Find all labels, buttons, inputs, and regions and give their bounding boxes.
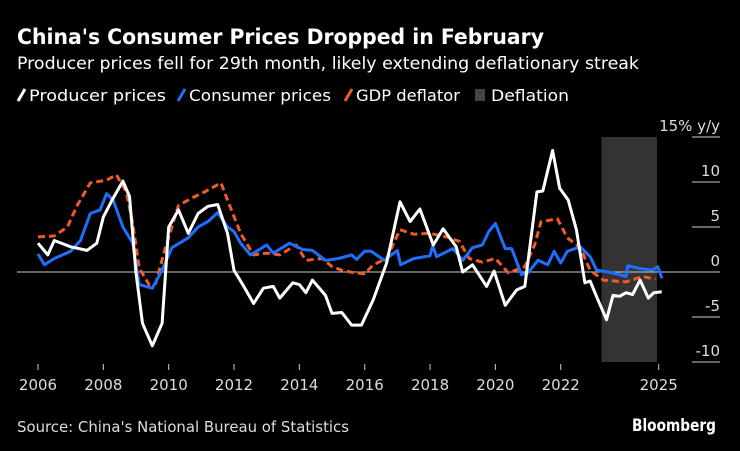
x-tick-label: 2008	[84, 376, 122, 394]
legend-swatch-consumer	[176, 88, 187, 102]
legend-label-consumer: Consumer prices	[189, 86, 331, 105]
chart-title: China's Consumer Prices Dropped in Febru…	[17, 25, 544, 49]
x-tick-label: 2025	[640, 376, 678, 394]
x-tick-label: 2012	[215, 376, 253, 394]
series-line-consumer-prices	[36, 192, 664, 290]
series-line-producer-prices	[36, 149, 662, 348]
deflation-region	[601, 137, 658, 362]
series-lines	[36, 149, 664, 348]
x-tick-label: 2018	[411, 376, 449, 394]
legend-swatch-producer	[16, 88, 27, 102]
x-tick-label: 2020	[476, 376, 514, 394]
y-tick-label: -10	[696, 342, 721, 360]
y-axis: 15% y/y 10 5 0 -5 -10	[17, 117, 721, 363]
x-tick-label: 2022	[542, 376, 580, 394]
y-tick-label: -5	[705, 297, 720, 315]
x-tick-label: 2016	[346, 376, 384, 394]
legend-label-gdp: GDP deflator	[356, 86, 460, 105]
y-tick-label: 15% y/y	[659, 117, 720, 135]
x-tick-label: 2014	[280, 376, 318, 394]
series-line-gdp-deflator	[37, 173, 656, 287]
chart-subtitle: Producer prices fell for 29th month, lik…	[17, 54, 639, 74]
legend-swatch-deflation	[475, 89, 485, 101]
legend-label-deflation: Deflation	[491, 86, 569, 105]
y-tick-label: 10	[701, 162, 720, 180]
legend-label-producer: Producer prices	[29, 86, 166, 105]
y-tick-label: 0	[710, 252, 720, 270]
deflation-regions	[601, 137, 658, 362]
bloomberg-logo: Bloomberg	[632, 416, 716, 436]
x-tick-label: 2006	[19, 376, 57, 394]
y-tick-label: 5	[710, 207, 720, 225]
legend: Producer prices Consumer prices GDP defl…	[16, 86, 569, 105]
legend-swatch-gdp	[343, 88, 354, 102]
source-note: Source: China's National Bureau of Stati…	[17, 418, 349, 436]
x-tick-label: 2010	[150, 376, 188, 394]
x-axis: 2006 2008 2010 2012 2014 2016 2018 2020 2022 2025	[19, 364, 678, 394]
